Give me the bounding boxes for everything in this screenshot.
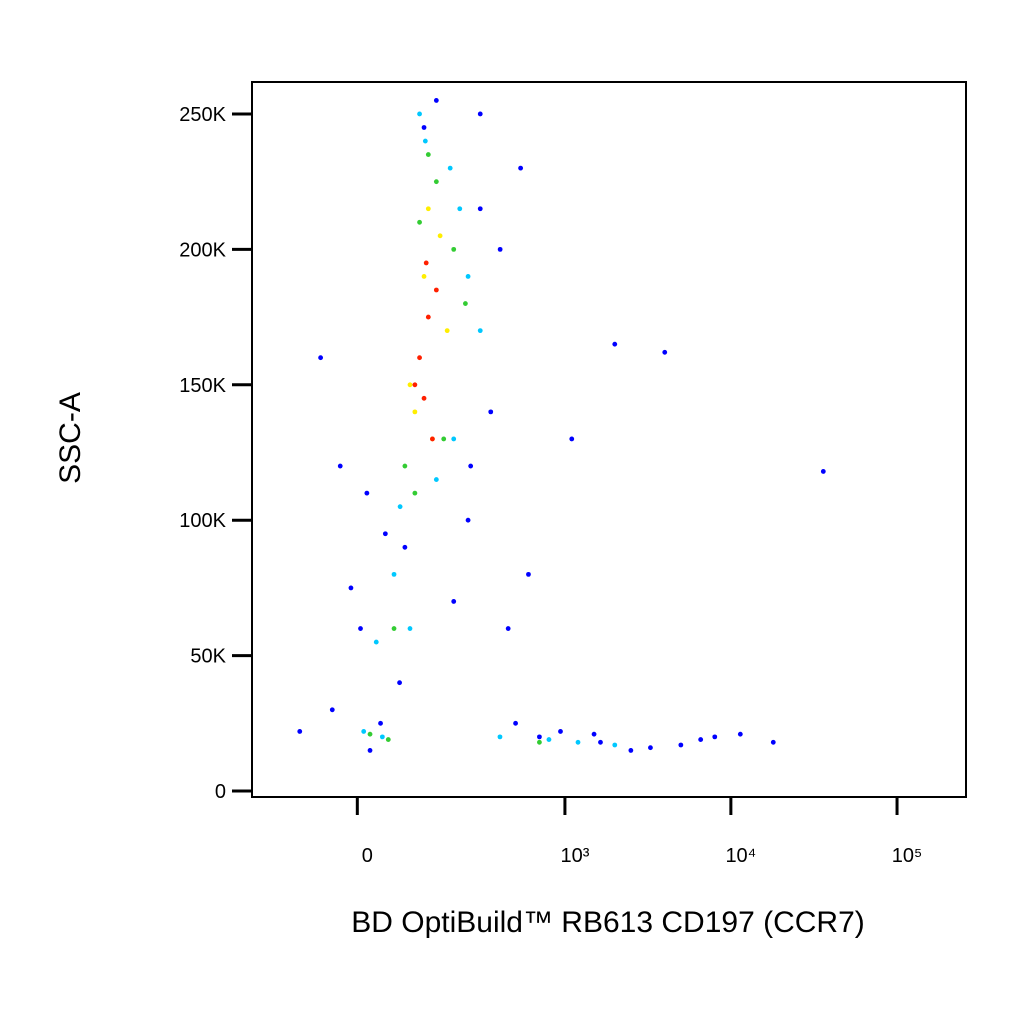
event-dot [373,639,379,645]
event-dot [820,469,826,474]
event-dot [477,328,483,334]
event-dot [402,463,408,469]
event-dot [421,395,427,401]
event-dot [591,731,597,737]
event-dot [463,301,468,306]
event-dot [367,748,373,753]
x-axis-label: BD OptiBuild™ RB613 CD197 (CCR7) [351,906,865,939]
event-dot [648,745,653,751]
event-dot [477,206,483,212]
event-dot [612,742,618,748]
event-dot [364,490,370,496]
event-dot [770,739,776,745]
event-dot [513,720,518,726]
event-dot [367,731,373,737]
event-dot [430,436,435,442]
event-dot [518,165,524,171]
y-tick-label: 0 [215,781,226,803]
event-dot [558,729,563,734]
event-dot [662,349,668,355]
y-tick-label: 250K [179,104,226,126]
event-dot [465,274,471,279]
event-dot [468,463,474,469]
event-dot [447,165,453,171]
event-dot [433,98,439,103]
event-dot [546,737,552,742]
event-dot [497,734,503,740]
event-dot [505,626,511,631]
event-dot [569,436,575,442]
y-axis-label: SSC-A [54,392,87,484]
event-dot [337,463,343,469]
event-dot [457,206,463,212]
x-tick-label: 10⁴ [725,845,756,867]
event-dot [407,626,413,631]
event-dot [537,734,542,740]
event-dot [297,729,303,734]
event-dot [628,748,634,753]
event-dot [425,206,431,212]
event-dot [497,246,503,252]
event-dot [526,571,531,577]
event-dot [425,152,431,157]
event-dot [598,739,603,745]
event-dot [437,233,443,239]
event-dot [423,260,429,266]
event-dot [412,382,418,388]
event-dot [425,314,431,320]
event-dot [433,179,439,185]
y-tick-label: 150K [179,375,226,397]
event-dot [737,731,743,737]
event-dot [444,328,450,334]
x-tick-label: 10⁵ [892,845,923,867]
x-tick-label: 0 [362,845,373,867]
event-dot [698,737,704,742]
event-dot [417,355,422,361]
y-tick-label: 50K [190,646,226,668]
event-dot [391,571,397,577]
event-dot [397,504,403,510]
event-dot [421,125,427,130]
event-dot [678,742,684,748]
event-dot [417,219,422,225]
event-dot [407,382,413,388]
y-tick-label: 200K [179,239,226,261]
event-dot [379,734,385,740]
event-dot [348,585,354,591]
event-dot [451,246,457,252]
event-dot [433,287,439,293]
event-dot [391,626,397,631]
event-dot [385,737,391,742]
event-dot [402,544,408,550]
event-dot [451,436,457,442]
event-dot [612,341,618,347]
event-dot [712,734,718,740]
event-dot [417,111,422,117]
event-dot [382,531,388,537]
event-dot [397,680,402,686]
y-tick-label: 100K [179,510,226,532]
event-dot [488,409,494,415]
event-dot [537,739,542,745]
event-dot [441,436,447,442]
event-dot [358,626,363,631]
event-dot [412,490,418,496]
event-dot [412,409,418,415]
event-dot [433,477,439,482]
event-dot [477,111,483,117]
event-dot [318,355,324,361]
event-dot [451,599,457,604]
event-dot [421,274,427,279]
event-dot [575,739,581,745]
plot-frame [251,81,967,798]
event-dot [465,517,471,523]
event-dot [361,729,367,734]
event-dot [422,138,428,144]
x-tick-label: 10³ [560,845,589,867]
event-dot [378,720,383,726]
event-dot [329,707,335,713]
